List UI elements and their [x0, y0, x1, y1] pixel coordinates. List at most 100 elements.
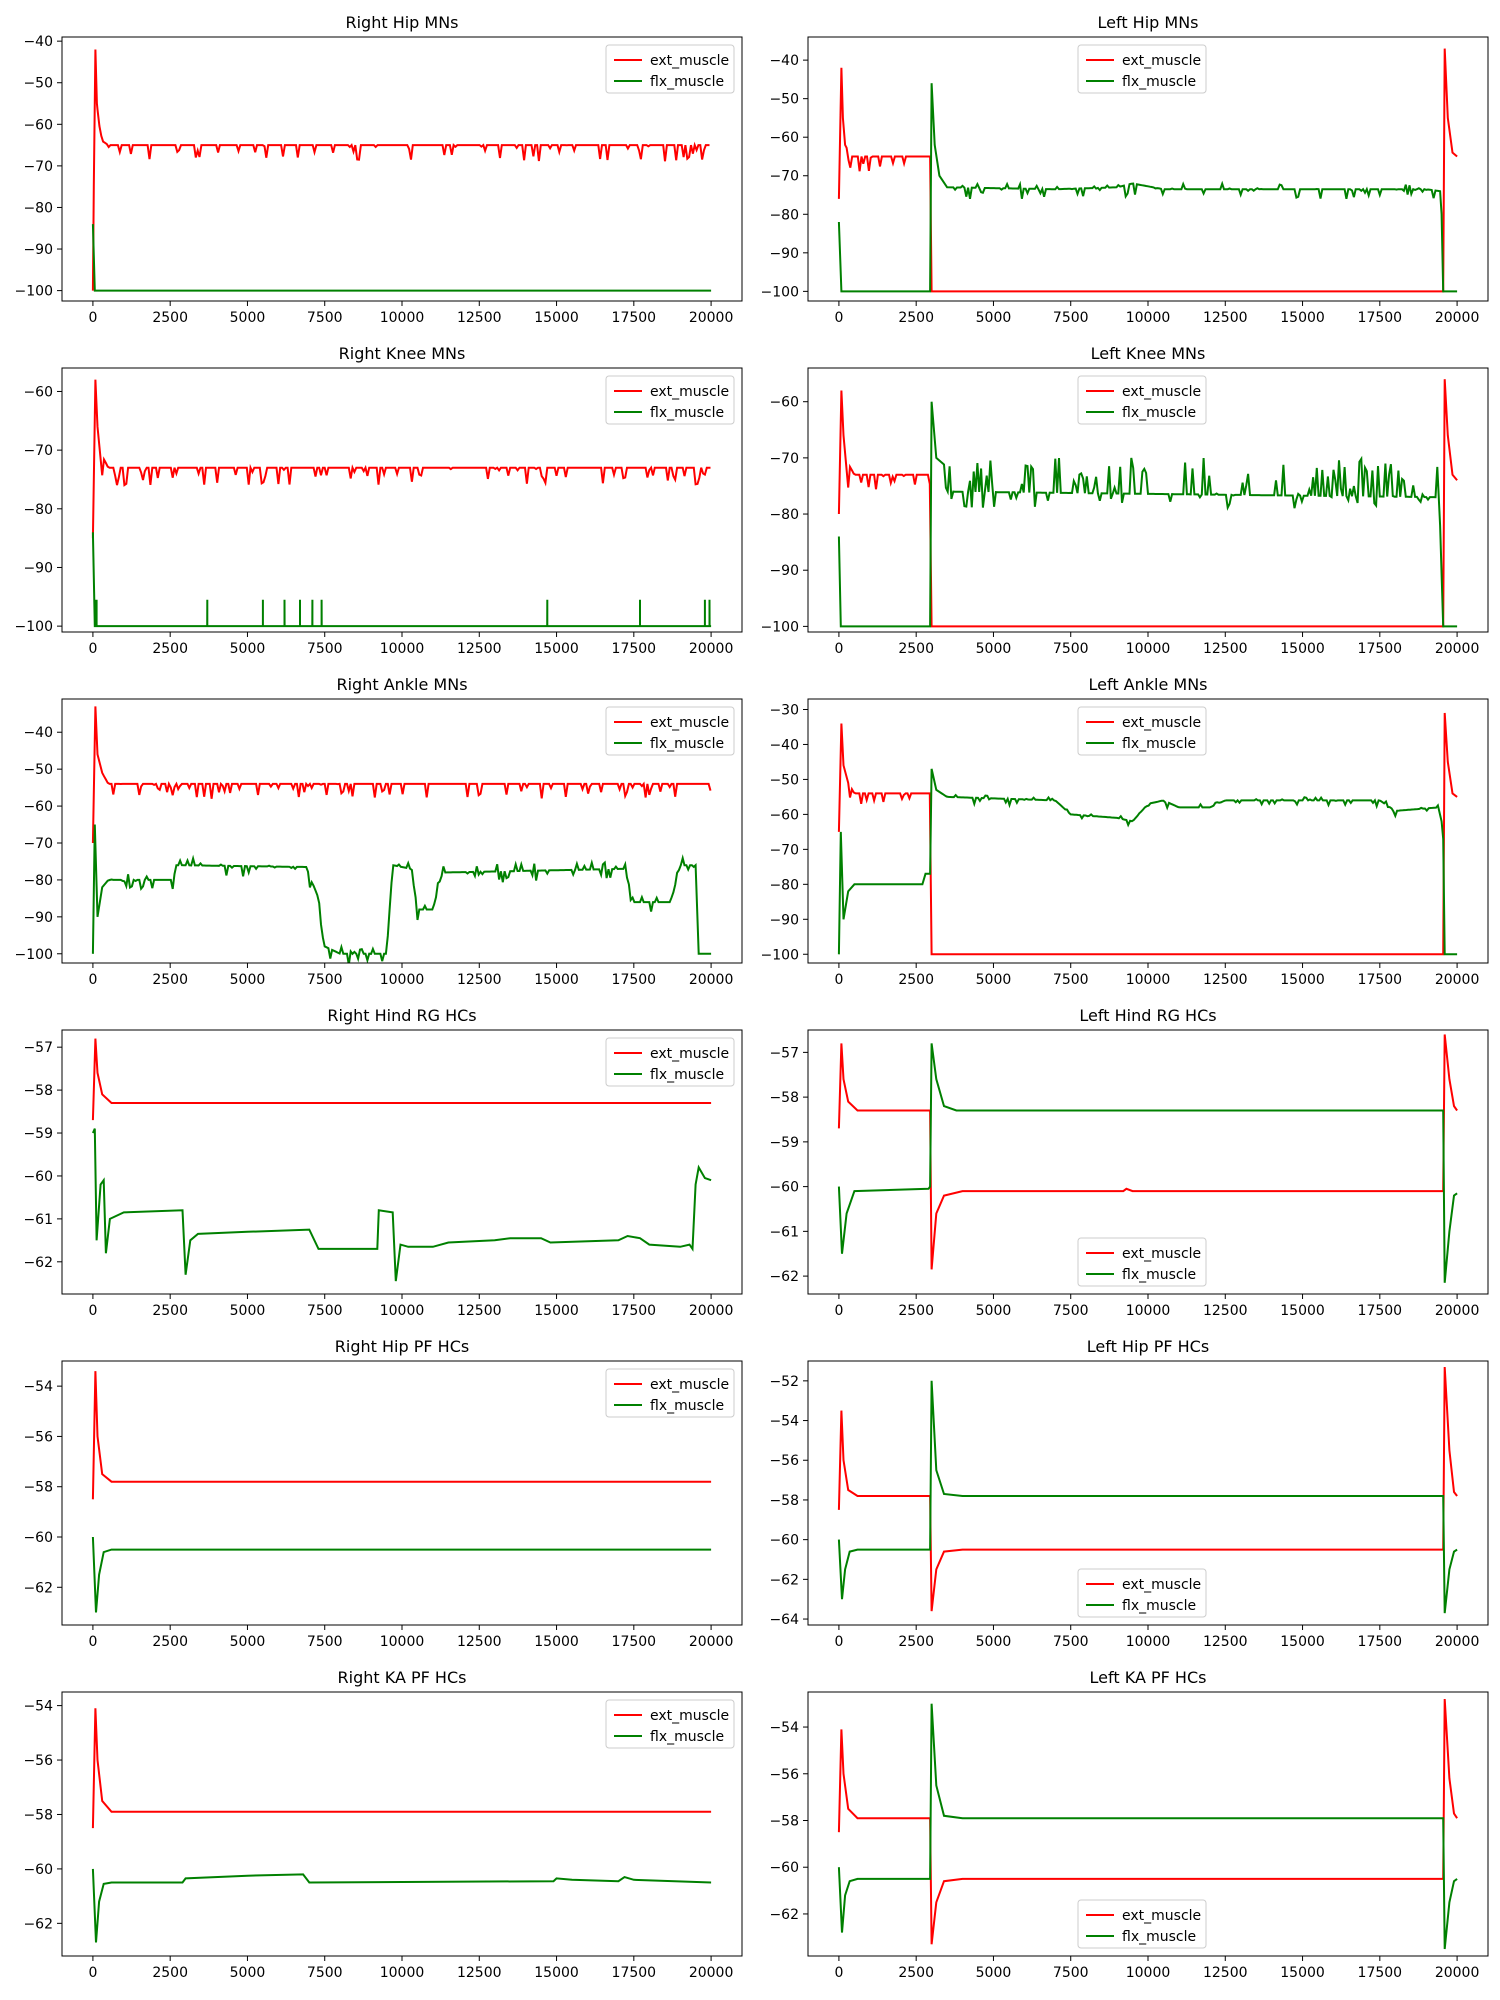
- legend-label-ext_muscle: ext_muscle: [650, 1377, 729, 1393]
- x-tick-label: 2500: [898, 1965, 934, 1981]
- x-tick-label: 2500: [152, 641, 188, 657]
- legend-label-flx_muscle: flx_muscle: [650, 736, 724, 752]
- x-tick-label: 20000: [689, 641, 734, 657]
- y-tick-label: −59: [769, 1135, 799, 1151]
- series-line-flx_muscle: [91, 1868, 712, 1943]
- y-tick-label: −70: [769, 169, 799, 185]
- series-line-flx_muscle: [91, 224, 712, 292]
- x-tick-label: 12500: [457, 641, 502, 657]
- x-tick-label: 2500: [152, 972, 188, 988]
- chart-title: Right Knee MNs: [339, 344, 466, 363]
- y-tick-label: −30: [769, 702, 799, 718]
- legend-label-ext_muscle: ext_muscle: [650, 53, 729, 69]
- x-tick-label: 2500: [898, 972, 934, 988]
- y-tick-label: −90: [769, 563, 799, 579]
- x-tick-label: 15000: [534, 641, 579, 657]
- x-tick-label: 12500: [1203, 310, 1248, 326]
- x-tick-label: 5000: [976, 1965, 1012, 1981]
- y-tick-label: −90: [23, 560, 53, 576]
- x-tick-label: 12500: [1203, 1303, 1248, 1319]
- legend-label-ext_muscle: ext_muscle: [1122, 384, 1201, 400]
- y-tick-label: −40: [23, 34, 53, 50]
- series-line-ext_muscle: [91, 49, 710, 291]
- y-tick-label: −80: [23, 502, 53, 518]
- y-tick-label: −60: [769, 1180, 799, 1196]
- legend-label-ext_muscle: ext_muscle: [650, 1708, 729, 1724]
- x-tick-label: 0: [88, 641, 97, 657]
- x-tick-label: 20000: [1435, 1303, 1480, 1319]
- legend-label-ext_muscle: ext_muscle: [650, 384, 729, 400]
- x-tick-label: 0: [88, 1965, 97, 1981]
- x-tick-label: 17500: [1358, 1303, 1403, 1319]
- legend: ext_muscle flx_muscle: [605, 44, 735, 94]
- chart-panel-6: Left Ankle MNs 0 2500 5000 7500 10000 12500 150…: [761, 675, 1489, 988]
- series-line-flx_muscle: [837, 768, 1458, 956]
- legend: ext_muscle flx_muscle: [605, 1368, 735, 1418]
- x-tick-label: 2500: [898, 1634, 934, 1650]
- legend: ext_muscle flx_muscle: [605, 1037, 735, 1087]
- x-tick-label: 10000: [380, 1303, 425, 1319]
- x-tick-label: 15000: [534, 1965, 579, 1981]
- series-line-flx_muscle: [837, 1043, 1458, 1283]
- x-tick-label: 20000: [689, 1634, 734, 1650]
- y-tick-label: −50: [769, 772, 799, 788]
- x-tick-label: 7500: [1053, 972, 1089, 988]
- x-tick-label: 0: [834, 1634, 843, 1650]
- x-tick-label: 5000: [230, 1634, 266, 1650]
- series-line-flx_muscle: [91, 1128, 712, 1282]
- x-tick-label: 7500: [1053, 1965, 1089, 1981]
- series-line-flx_muscle: [837, 401, 1458, 628]
- chart-panel-3: Right Knee MNs 0 2500 5000 7500 10000 12500 150…: [15, 344, 743, 657]
- series-line-flx_muscle: [91, 532, 712, 628]
- legend-label-flx_muscle: flx_muscle: [650, 1729, 724, 1745]
- legend-label-flx_muscle: flx_muscle: [650, 1067, 724, 1083]
- y-tick-label: −62: [23, 1580, 53, 1596]
- y-tick-label: −70: [769, 451, 799, 467]
- legend: ext_muscle flx_muscle: [1077, 1237, 1207, 1287]
- x-tick-label: 20000: [689, 1965, 734, 1981]
- x-tick-label: 17500: [612, 1303, 657, 1319]
- series-line-ext_muscle: [837, 1366, 1458, 1612]
- x-tick-label: 12500: [1203, 1965, 1248, 1981]
- chart-panel-4: Left Knee MNs 0 2500 5000 7500 10000 12500 1500…: [761, 344, 1489, 657]
- series-line-ext_muscle: [91, 1038, 712, 1121]
- y-tick-label: −61: [769, 1224, 799, 1240]
- x-tick-label: 7500: [307, 1965, 343, 1981]
- x-tick-label: 5000: [230, 641, 266, 657]
- y-tick-label: −50: [23, 76, 53, 92]
- y-tick-label: −90: [23, 242, 53, 258]
- y-tick-label: −70: [23, 159, 53, 175]
- legend: ext_muscle flx_muscle: [605, 706, 735, 756]
- x-tick-label: 7500: [1053, 1303, 1089, 1319]
- x-tick-label: 15000: [1280, 641, 1325, 657]
- series-line-flx_muscle: [837, 1703, 1458, 1950]
- x-tick-label: 0: [834, 972, 843, 988]
- x-tick-label: 12500: [457, 972, 502, 988]
- y-tick-label: −59: [23, 1126, 53, 1142]
- y-tick-label: −56: [23, 1429, 53, 1445]
- x-tick-label: 10000: [1126, 1965, 1171, 1981]
- x-tick-label: 0: [88, 1303, 97, 1319]
- x-tick-label: 17500: [1358, 1965, 1403, 1981]
- chart-title: Right KA PF HCs: [338, 1668, 467, 1687]
- series-line-ext_muscle: [91, 706, 712, 844]
- x-tick-label: 20000: [1435, 972, 1480, 988]
- x-tick-label: 2500: [898, 641, 934, 657]
- x-tick-label: 12500: [457, 1634, 502, 1650]
- x-tick-label: 0: [88, 972, 97, 988]
- y-tick-label: −60: [23, 117, 53, 133]
- y-tick-label: −60: [23, 1862, 53, 1878]
- x-tick-label: 15000: [534, 310, 579, 326]
- y-tick-label: −52: [769, 1374, 799, 1390]
- y-tick-label: −100: [761, 619, 799, 635]
- x-tick-label: 2500: [898, 310, 934, 326]
- x-tick-label: 17500: [1358, 1634, 1403, 1650]
- x-tick-label: 2500: [152, 1634, 188, 1650]
- y-tick-label: −70: [23, 443, 53, 459]
- x-tick-label: 2500: [152, 310, 188, 326]
- y-tick-label: −56: [23, 1753, 53, 1769]
- x-tick-label: 20000: [689, 972, 734, 988]
- legend: ext_muscle flx_muscle: [605, 375, 735, 425]
- legend-label-flx_muscle: flx_muscle: [650, 74, 724, 90]
